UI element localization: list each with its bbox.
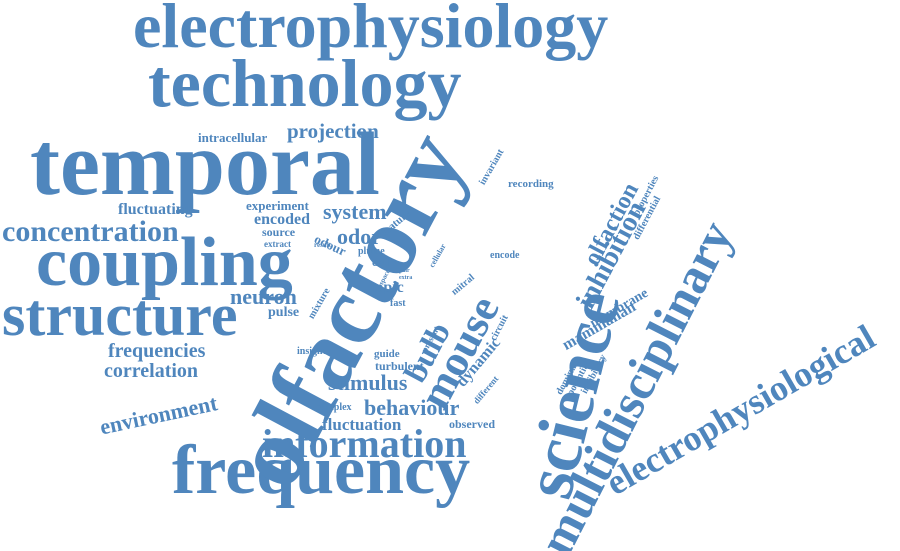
word-recording: recording — [508, 178, 554, 190]
word-complex: complex — [316, 402, 352, 413]
word-encoded: encoded — [254, 211, 310, 228]
word-structure: structure — [2, 282, 238, 348]
word-source: source — [262, 225, 296, 239]
word-technology: technology — [148, 45, 462, 121]
word-observed: observed — [449, 417, 495, 431]
word-plume: plume — [358, 246, 385, 257]
word-electrophysiology: electrophysiology — [133, 0, 609, 61]
word-fluctuating: fluctuating — [118, 201, 193, 218]
word-fluctuation: fluctuation — [322, 415, 402, 434]
word-intracellular: intracellular — [198, 130, 268, 145]
word-stimulus: stimulus — [328, 370, 408, 395]
word-temporal: temporal — [30, 115, 380, 214]
word-odor: odor — [337, 224, 381, 249]
word-experiment: experiment — [246, 198, 309, 213]
word-extract: extract — [264, 239, 291, 249]
word-system: system — [323, 199, 387, 224]
word-correlation: correlation — [104, 360, 199, 382]
word-pulse: pulse — [268, 305, 300, 320]
word-projection: projection — [287, 119, 379, 143]
word-neuron: neuron — [230, 284, 297, 309]
word-extra: extra — [399, 275, 413, 281]
word-turbulent: turbulent — [375, 359, 424, 373]
word-coupling: coupling — [36, 224, 293, 301]
word-guide: guide — [374, 348, 400, 360]
word-pair: pair — [399, 268, 410, 274]
word-encode: encode — [490, 250, 520, 261]
word-fast: fast — [390, 298, 406, 309]
word-concentration: concentration — [2, 215, 179, 248]
word-insight: insight — [297, 346, 326, 357]
word-information: information — [262, 421, 467, 466]
word-result: result — [314, 241, 331, 249]
word-frequencies: frequencies — [108, 340, 206, 362]
word-frequency: frequency — [172, 432, 471, 509]
word-different: different — [471, 373, 501, 406]
word-behaviour: behaviour — [364, 395, 460, 420]
word-topic: topic — [370, 279, 404, 296]
word-cell: cell — [372, 255, 390, 269]
